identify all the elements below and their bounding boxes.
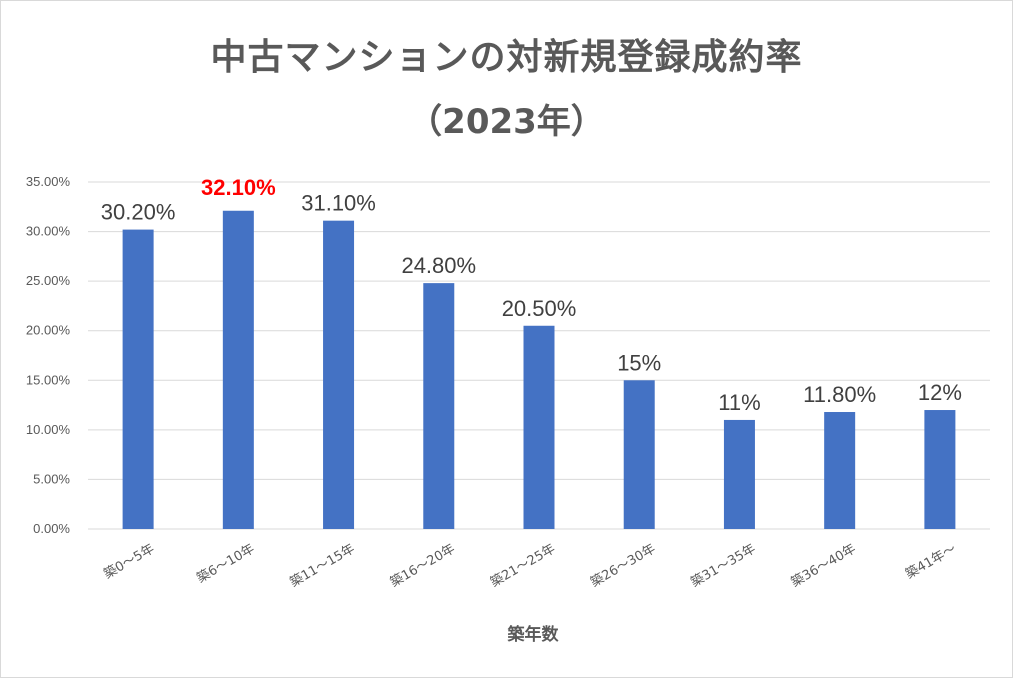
bar: [423, 283, 455, 529]
data-label: 11.80%: [803, 382, 876, 407]
y-tick-label: 0.00%: [33, 521, 70, 536]
y-tick-label: 30.00%: [26, 224, 71, 239]
bar: [723, 419, 755, 529]
x-tick-label: 築11～15年: [288, 541, 358, 590]
x-tick-label: 築16～20年: [388, 541, 458, 590]
chart-title: 中古マンションの対新規登録成約率: [210, 37, 803, 78]
data-label: 12%: [918, 380, 962, 405]
x-tick-label: 築26～30年: [588, 541, 658, 590]
bar: [824, 412, 856, 529]
x-tick-label: 築36～40年: [789, 541, 859, 590]
data-label: 32.10%: [201, 175, 276, 200]
x-tick-label: 築21～25年: [488, 541, 558, 590]
data-label: 20.50%: [502, 296, 577, 321]
chart-subtitle: （2023年）: [408, 102, 605, 142]
data-label: 11%: [718, 390, 760, 415]
x-tick-label: 築0～5年: [102, 541, 158, 582]
y-tick-label: 20.00%: [26, 323, 71, 338]
x-tick-label: 築6～10年: [195, 541, 258, 586]
x-tick-label: 築41年～: [903, 541, 959, 582]
bar: [323, 220, 355, 529]
y-tick-label: 15.00%: [26, 372, 71, 387]
y-tick-label: 5.00%: [33, 471, 70, 486]
x-axis-title: 築年数: [507, 624, 560, 645]
bar: [122, 229, 154, 530]
bar: [924, 410, 956, 529]
bar: [523, 325, 555, 529]
bar: [222, 210, 254, 529]
bar: [623, 380, 655, 529]
data-label: 15%: [617, 350, 661, 375]
data-label: 30.20%: [101, 200, 176, 225]
y-tick-label: 25.00%: [26, 273, 71, 288]
data-label: 24.80%: [401, 253, 476, 278]
y-tick-label: 35.00%: [26, 174, 71, 189]
x-tick-label: 築31～35年: [689, 541, 759, 590]
data-label: 31.10%: [301, 191, 376, 216]
y-tick-label: 10.00%: [26, 422, 71, 437]
